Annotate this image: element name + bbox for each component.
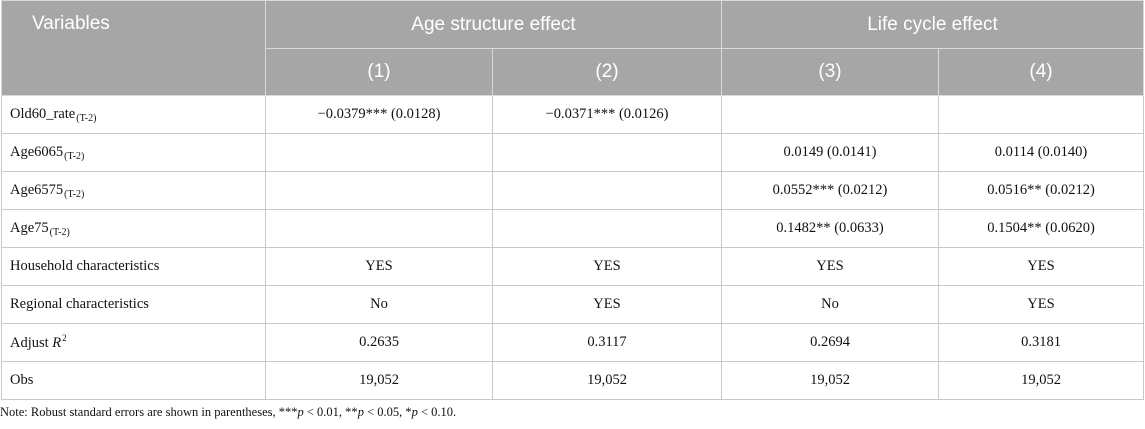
- note-prefix: Note: Robust standard errors are shown i…: [0, 405, 298, 419]
- table-row: Adjust R2 0.2635 0.3117 0.2694 0.3181: [1, 323, 1145, 362]
- table-header: Variables Age structure effect Life cycl…: [1, 0, 1145, 96]
- table-cell: YES: [937, 285, 1145, 324]
- note-threshold-3: < 0.10.: [417, 405, 457, 419]
- header-age-structure-effect: Age structure effect: [265, 0, 722, 49]
- header-col-1: (1): [265, 48, 493, 96]
- header-row-columns: (1) (2) (3) (4): [2, 48, 1145, 96]
- row-label-text: Adjust: [10, 335, 53, 351]
- table-cell: 0.0149 (0.0141): [721, 133, 939, 172]
- row-label: Regional characteristics: [1, 285, 266, 324]
- header-variables: Variables: [1, 0, 266, 96]
- table-cell: −0.0379*** (0.0128): [265, 95, 493, 134]
- table-cell: YES: [265, 247, 493, 286]
- row-label-text: Age6065: [10, 143, 64, 160]
- table-row: Household characteristics YES YES YES YE…: [1, 247, 1145, 286]
- table-row: Age75(T-2) 0.1482** (0.0633) 0.1504** (0…: [1, 209, 1145, 248]
- header-row-groups: Variables Age structure effect Life cycl…: [1, 0, 1145, 96]
- table-cell: [492, 171, 722, 210]
- row-label: Age6065(T-2): [1, 133, 266, 172]
- table-cell: [492, 209, 722, 248]
- table-cell: 19,052: [937, 361, 1145, 400]
- table-cell: [265, 209, 493, 248]
- header-col-3: (3): [721, 48, 939, 96]
- note-p-symbol: p: [411, 405, 418, 419]
- table-cell: No: [265, 285, 493, 324]
- table-cell: YES: [721, 247, 939, 286]
- note-threshold-1: < 0.01, **: [303, 405, 358, 419]
- table-row: Regional characteristics No YES No YES: [1, 285, 1145, 324]
- row-label-subscript: (T-2): [64, 150, 85, 162]
- regression-table-container: Variables Age structure effect Life cycl…: [0, 0, 1145, 420]
- note-threshold-2: < 0.05, *: [363, 405, 412, 419]
- row-label: Old60_rate(T-2): [1, 95, 266, 134]
- table-cell: 0.3181: [937, 323, 1145, 362]
- note-p-symbol: p: [297, 405, 304, 419]
- table-cell: −0.0371*** (0.0126): [492, 95, 722, 134]
- row-label-italic: R: [52, 335, 62, 351]
- table-row: Obs 19,052 19,052 19,052 19,052: [1, 361, 1145, 400]
- table-cell: No: [721, 285, 939, 324]
- table-cell: YES: [492, 247, 722, 286]
- row-label-subscript: (T-2): [64, 188, 85, 200]
- row-label-subscript: (T-2): [76, 112, 97, 124]
- table-cell: 0.3117: [492, 323, 722, 362]
- row-label: Household characteristics: [1, 247, 266, 286]
- row-label-text: Old60_rate: [10, 105, 76, 122]
- row-label-text: Age75: [10, 219, 49, 236]
- row-label: Adjust R2: [1, 323, 266, 362]
- table-row: Old60_rate(T-2) −0.0379*** (0.0128) −0.0…: [1, 95, 1145, 134]
- table-cell: [265, 133, 493, 172]
- row-label-text: Age6575: [10, 181, 64, 198]
- table-cell: [721, 95, 939, 134]
- table-cell: 19,052: [721, 361, 939, 400]
- table-cell: YES: [492, 285, 722, 324]
- table-body: Old60_rate(T-2) −0.0379*** (0.0128) −0.0…: [1, 95, 1145, 400]
- header-col-4: (4): [937, 48, 1145, 96]
- table-cell: [937, 95, 1145, 134]
- note-p-symbol: p: [357, 405, 364, 419]
- row-label: Age75(T-2): [1, 209, 266, 248]
- header-col-2: (2): [492, 48, 722, 96]
- regression-table: Variables Age structure effect Life cycl…: [1, 0, 1145, 400]
- table-cell: 19,052: [492, 361, 722, 400]
- table-cell: [265, 171, 493, 210]
- table-cell: [492, 133, 722, 172]
- table-cell: 0.0114 (0.0140): [937, 133, 1145, 172]
- table-cell: 0.2635: [265, 323, 493, 362]
- table-cell: 0.2694: [721, 323, 939, 362]
- table-cell: 0.1504** (0.0620): [937, 209, 1145, 248]
- table-note: Note: Robust standard errors are shown i…: [0, 405, 1145, 420]
- row-label-superscript: 2: [62, 333, 67, 343]
- header-life-cycle-effect: Life cycle effect: [720, 0, 1145, 49]
- table-cell: 0.0516** (0.0212): [937, 171, 1145, 210]
- table-cell: 19,052: [265, 361, 493, 400]
- row-label: Obs: [1, 361, 266, 400]
- table-cell: YES: [937, 247, 1145, 286]
- row-label: Age6575(T-2): [1, 171, 266, 210]
- table-cell: 0.1482** (0.0633): [721, 209, 939, 248]
- table-row: Age6575(T-2) 0.0552*** (0.0212) 0.0516**…: [1, 171, 1145, 210]
- table-row: Age6065(T-2) 0.0149 (0.0141) 0.0114 (0.0…: [1, 133, 1145, 172]
- row-label-subscript: (T-2): [49, 226, 70, 238]
- table-cell: 0.0552*** (0.0212): [721, 171, 939, 210]
